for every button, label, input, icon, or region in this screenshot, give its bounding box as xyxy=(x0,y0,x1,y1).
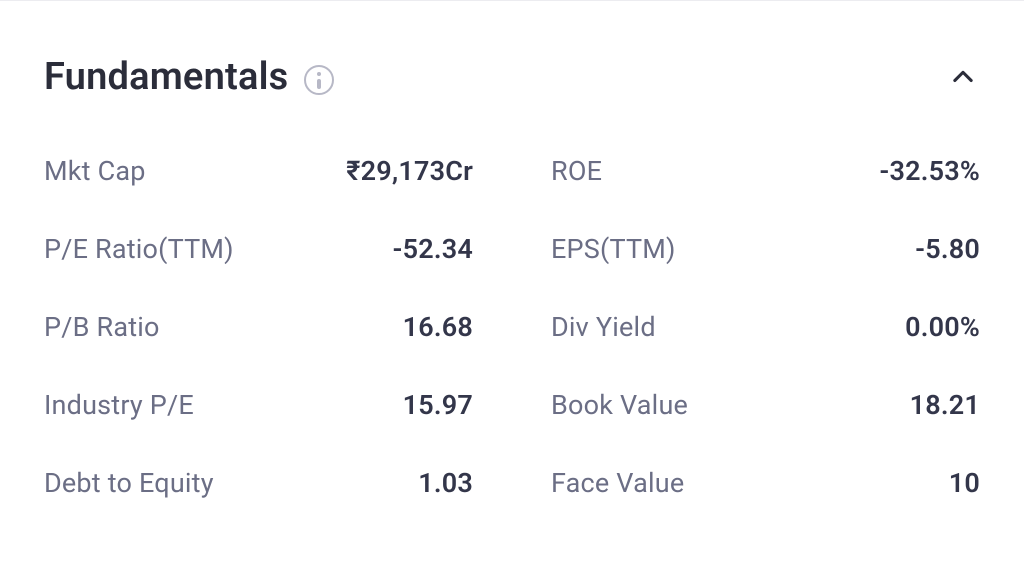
metric-row: Face Value 10 xyxy=(551,467,980,499)
metric-row: Debt to Equity 1.03 xyxy=(44,467,473,499)
metric-value: 0.00% xyxy=(905,311,980,343)
metric-label: Face Value xyxy=(551,467,684,499)
metric-value: 1.03 xyxy=(418,467,473,499)
metric-label: Industry P/E xyxy=(44,389,194,421)
metric-value: 10 xyxy=(949,467,980,499)
metric-row: Mkt Cap ₹29,173Cr xyxy=(44,155,473,187)
metric-label: P/B Ratio xyxy=(44,311,160,343)
collapse-toggle[interactable] xyxy=(946,60,980,94)
metric-label: ROE xyxy=(551,155,602,187)
metric-row: Industry P/E 15.97 xyxy=(44,389,473,421)
info-icon[interactable] xyxy=(304,65,334,95)
metric-row: Div Yield 0.00% xyxy=(551,311,980,343)
title-wrap: Fundamentals xyxy=(44,55,334,99)
metric-value: 16.68 xyxy=(403,311,473,343)
metric-row: P/E Ratio(TTM) -52.34 xyxy=(44,233,473,265)
fundamentals-col-right: ROE -32.53% EPS(TTM) -5.80 Div Yield 0.0… xyxy=(551,155,980,499)
metric-row: Book Value 18.21 xyxy=(551,389,980,421)
metric-label: EPS(TTM) xyxy=(551,233,676,265)
metric-value: 15.97 xyxy=(403,389,473,421)
fundamentals-col-left: Mkt Cap ₹29,173Cr P/E Ratio(TTM) -52.34 … xyxy=(44,155,473,499)
metric-row: EPS(TTM) -5.80 xyxy=(551,233,980,265)
metric-value: ₹29,173Cr xyxy=(346,155,473,187)
section-title: Fundamentals xyxy=(44,55,288,99)
metric-value: -52.34 xyxy=(393,233,473,265)
metric-label: P/E Ratio(TTM) xyxy=(44,233,234,265)
metric-value: -32.53% xyxy=(879,155,980,187)
fundamentals-card: Fundamentals Mkt Cap ₹29,173Cr P/E Ratio… xyxy=(0,0,1024,584)
metric-label: Book Value xyxy=(551,389,688,421)
card-header: Fundamentals xyxy=(44,55,980,99)
fundamentals-grid: Mkt Cap ₹29,173Cr P/E Ratio(TTM) -52.34 … xyxy=(44,155,980,499)
metric-row: P/B Ratio 16.68 xyxy=(44,311,473,343)
metric-value: 18.21 xyxy=(910,389,980,421)
metric-label: Debt to Equity xyxy=(44,467,214,499)
metric-label: Div Yield xyxy=(551,311,656,343)
metric-label: Mkt Cap xyxy=(44,155,146,187)
metric-row: ROE -32.53% xyxy=(551,155,980,187)
metric-value: -5.80 xyxy=(915,233,980,265)
chevron-up-icon xyxy=(949,63,977,91)
